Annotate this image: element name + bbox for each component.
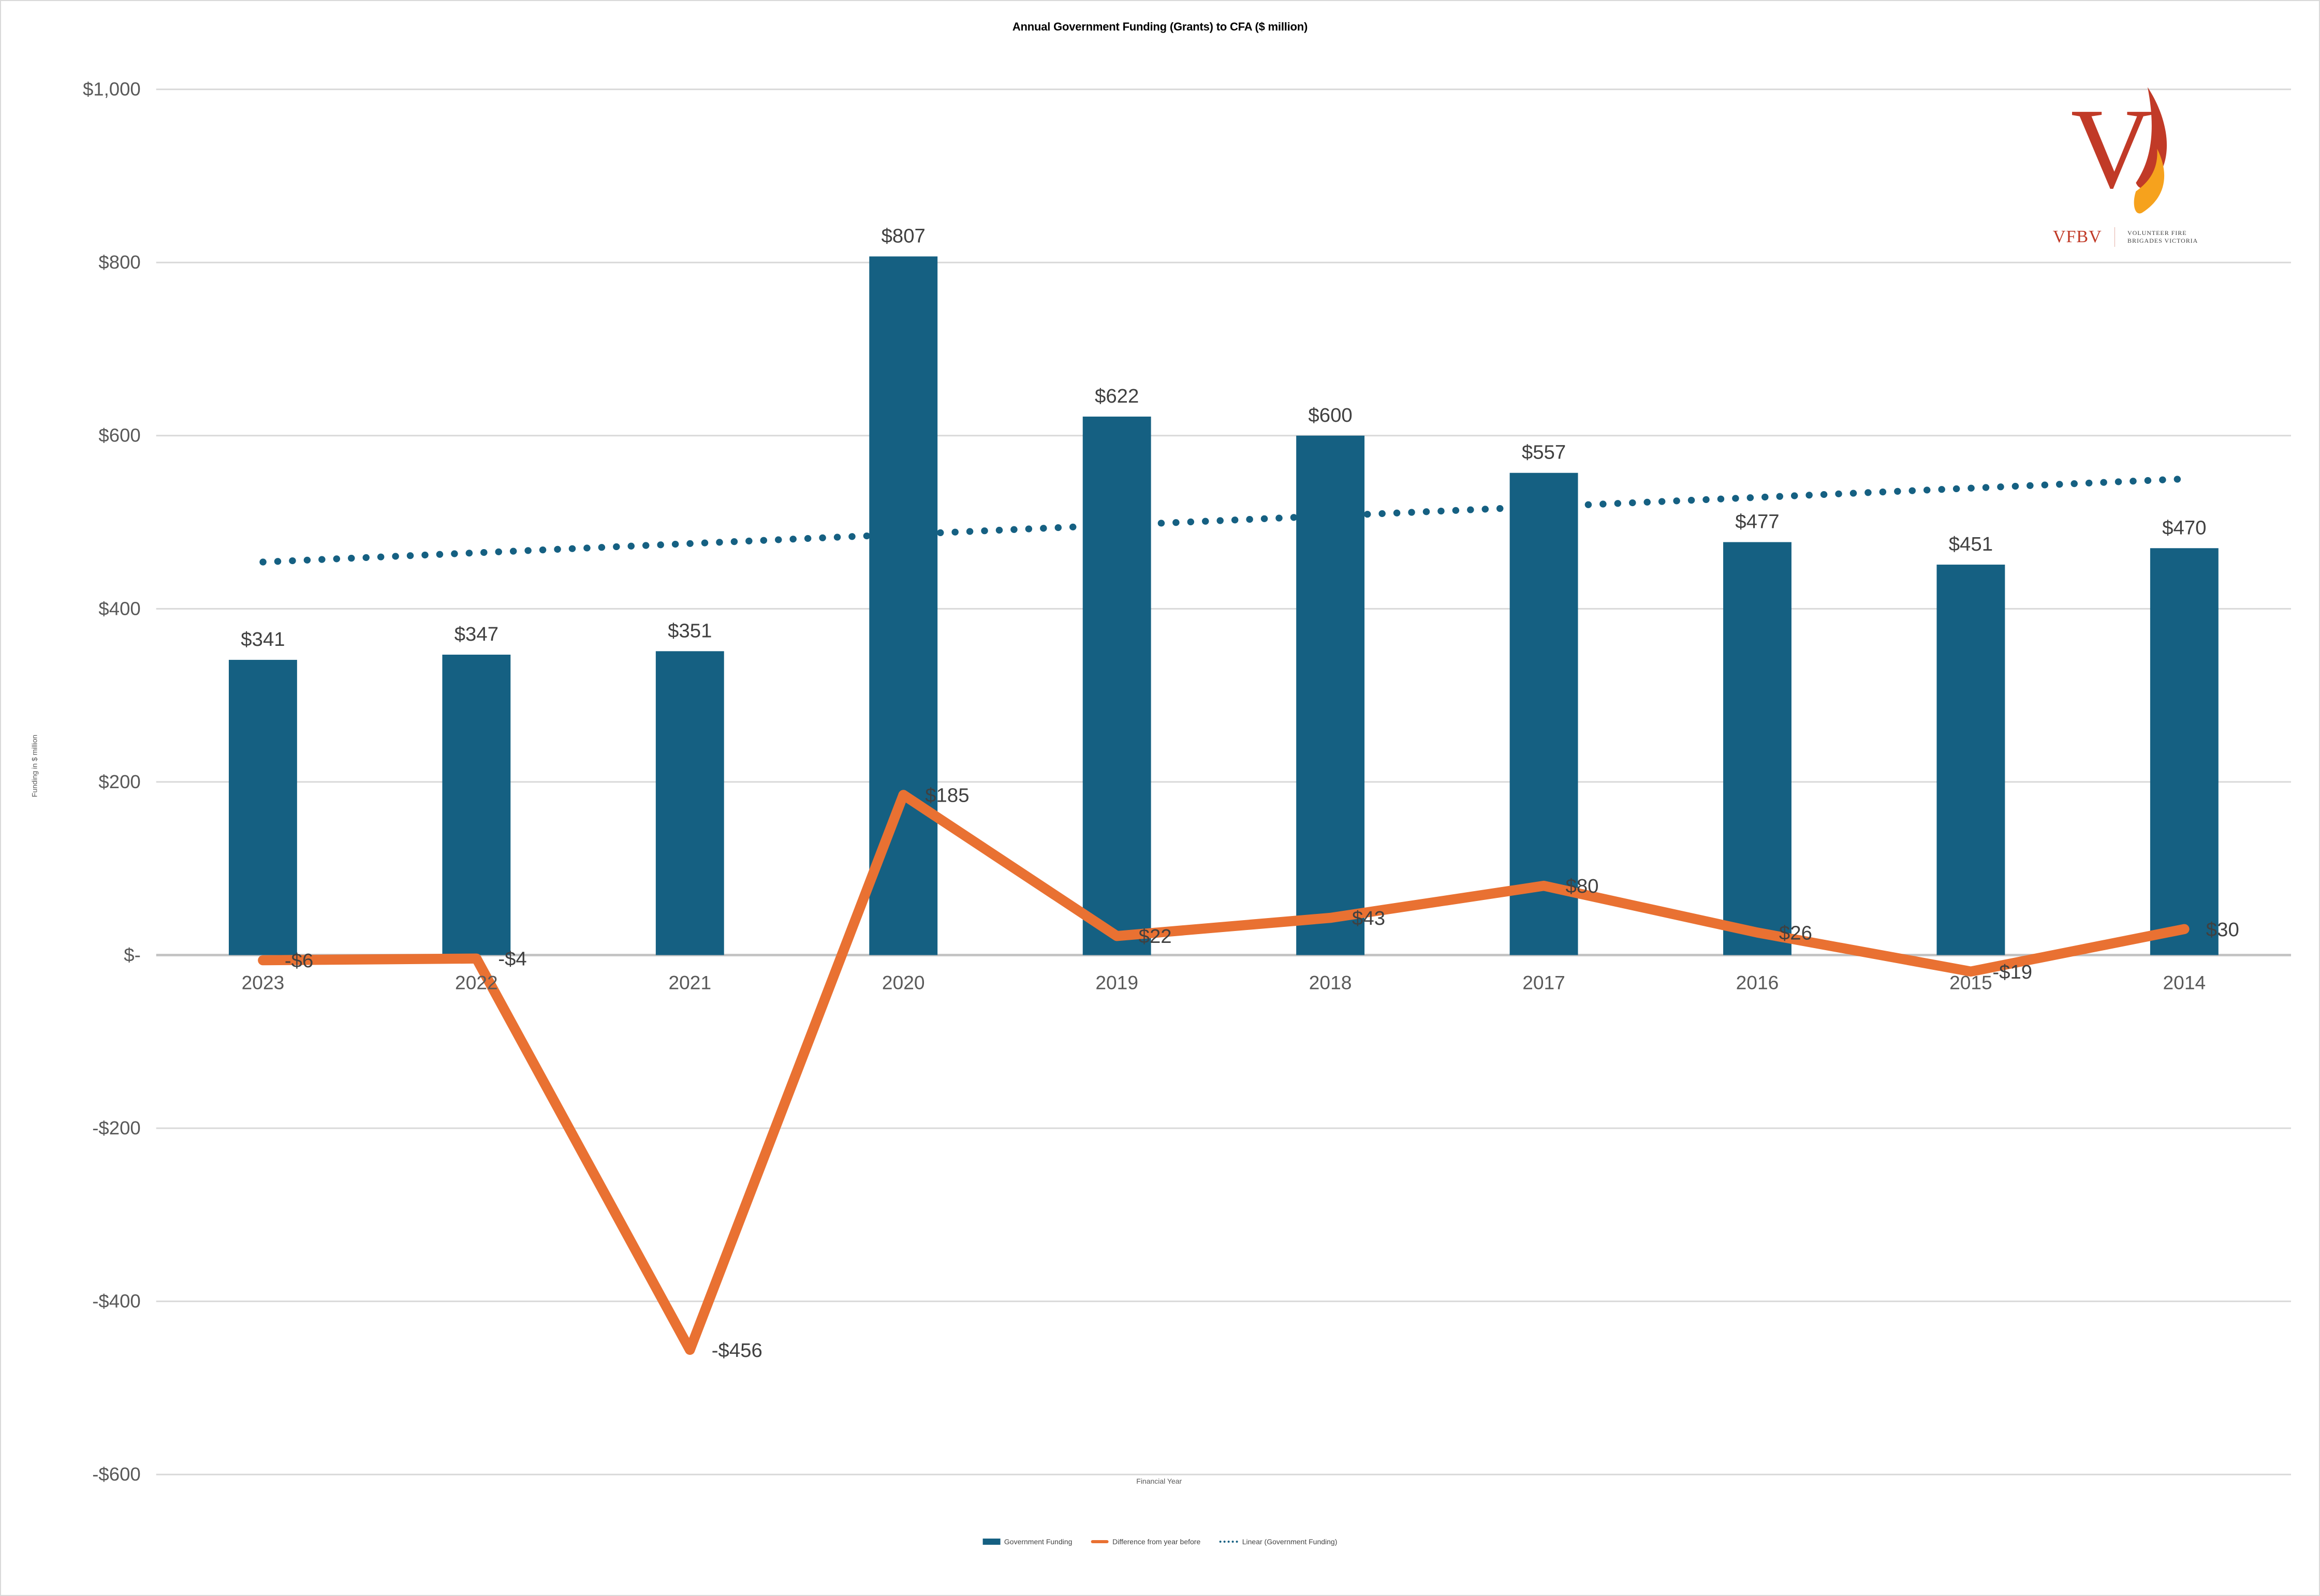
logo-name: VOLUNTEER FIRE BRIGADES VICTORIA <box>2127 229 2198 245</box>
bar <box>2150 548 2219 955</box>
bar <box>869 256 938 955</box>
x-tick-label: 2015 <box>1949 971 1992 993</box>
line-swatch-icon <box>1091 1540 1109 1544</box>
gridlines <box>156 88 2292 1475</box>
bar-value-label: $341 <box>241 628 285 651</box>
bar-value-label: $470 <box>2162 516 2206 539</box>
bar <box>1936 565 2005 955</box>
y-axis-title: Funding in $ million <box>30 735 39 797</box>
line-value-label: $22 <box>1139 925 1172 948</box>
bar-value-label: $557 <box>1522 441 1566 464</box>
line-difference-from-year-before <box>258 790 2190 1355</box>
line-value-label: -$19 <box>1992 961 2032 983</box>
bar-value-label: $477 <box>1735 511 1779 533</box>
y-tick-label: $- <box>124 944 141 965</box>
trendline-linear-government-funding <box>259 475 2188 566</box>
line-value-label: -$4 <box>498 948 526 970</box>
vfbv-logo: V VFBV VOLUNTEER FIRE BRIGADES VICTORIA <box>1969 81 2282 247</box>
bars-government-funding <box>229 256 2219 955</box>
y-axis-tick-labels: $1,000 $800 $600 $400 $200 $- -$200 -$400 -$600 <box>83 79 141 1485</box>
logo-name-line1: VOLUNTEER FIRE <box>2127 229 2187 237</box>
x-tick-label: 2021 <box>668 971 711 993</box>
legend-item-difference: Difference from year before <box>1091 1538 1200 1546</box>
line-value-label: $30 <box>2206 919 2239 941</box>
chart-legend: Government Funding Difference from year … <box>982 1538 1338 1546</box>
legend-item-linear-trend: Linear (Government Funding) <box>1219 1538 1338 1546</box>
x-tick-label: 2016 <box>1736 971 1779 993</box>
bar <box>1509 472 1578 955</box>
bar-swatch-icon <box>982 1539 1001 1545</box>
line-value-labels: -$6 -$4 -$456 $185 $22 $43 $80 $26 -$19 $30 <box>285 785 2239 1362</box>
legend-label: Linear (Government Funding) <box>1242 1538 1338 1546</box>
x-tick-label: 2017 <box>1522 971 1565 993</box>
line-value-label: $80 <box>1566 875 1599 897</box>
x-tick-label: 2023 <box>242 971 285 993</box>
line-value-label: -$6 <box>285 950 313 972</box>
y-tick-label: $600 <box>98 425 140 446</box>
y-tick-label: $1,000 <box>83 79 141 100</box>
bar-value-label: $451 <box>1949 533 1993 555</box>
x-axis-tick-labels: 2023 2022 2021 2020 2019 2018 2017 2016 2015 2014 <box>242 971 2206 993</box>
x-tick-label: 2014 <box>2163 971 2206 993</box>
bar <box>1296 435 1365 955</box>
bar-value-label: $351 <box>668 619 712 642</box>
y-tick-label: -$200 <box>92 1117 141 1139</box>
bar <box>229 660 297 955</box>
y-tick-label: $400 <box>98 598 140 619</box>
line-value-label: $43 <box>1352 907 1385 929</box>
chart-title: Annual Government Funding (Grants) to CF… <box>1012 20 1308 33</box>
line-value-label: $26 <box>1779 922 1812 944</box>
x-tick-label: 2020 <box>882 971 925 993</box>
bar-value-labels: $341 $347 $351 $807 $622 $600 $557 $477 $451 $470 <box>241 225 2206 651</box>
line-value-label: -$456 <box>712 1339 762 1362</box>
dotted-line-swatch-icon <box>1219 1541 1239 1543</box>
line-value-label: $185 <box>925 785 969 807</box>
y-tick-label: -$400 <box>92 1291 141 1312</box>
bar-value-label: $807 <box>882 225 926 247</box>
bar <box>1723 542 1792 955</box>
y-tick-label: -$600 <box>92 1464 141 1485</box>
x-tick-label: 2018 <box>1309 971 1352 993</box>
legend-item-government-funding: Government Funding <box>982 1538 1073 1546</box>
logo-name-line2: BRIGADES VICTORIA <box>2127 237 2198 245</box>
bar-value-label: $622 <box>1095 385 1139 407</box>
legend-label: Difference from year before <box>1112 1538 1201 1546</box>
bar-value-label: $347 <box>454 623 498 645</box>
bar-value-label: $600 <box>1308 404 1352 426</box>
x-tick-label: 2022 <box>455 971 498 993</box>
legend-label: Government Funding <box>1004 1538 1073 1546</box>
bar <box>442 655 511 955</box>
bar <box>1082 416 1151 955</box>
y-tick-label: $800 <box>98 252 140 273</box>
x-axis-title: Financial Year <box>1136 1477 1182 1486</box>
logo-abbr: VFBV <box>2052 227 2102 247</box>
x-tick-label: 2019 <box>1095 971 1138 993</box>
y-tick-label: $200 <box>98 771 140 792</box>
vfbv-flame-v-icon: V <box>2072 85 2167 214</box>
bar <box>655 651 724 955</box>
